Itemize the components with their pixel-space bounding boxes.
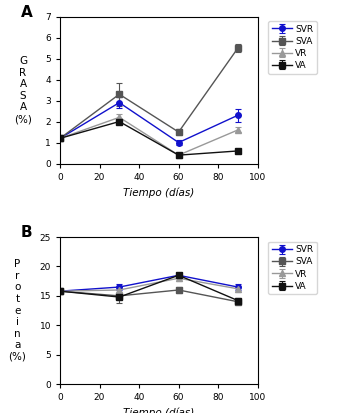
X-axis label: Tiempo (días): Tiempo (días) — [123, 187, 195, 198]
Y-axis label: P
r
o
t
e
i
n
a
(%): P r o t e i n a (%) — [8, 259, 26, 362]
Legend: SVR, SVA, VR, VA: SVR, SVA, VR, VA — [268, 21, 317, 74]
Text: A: A — [20, 5, 32, 20]
Legend: SVR, SVA, VR, VA: SVR, SVA, VR, VA — [268, 242, 317, 294]
Text: B: B — [20, 225, 32, 240]
X-axis label: Tiempo (días): Tiempo (días) — [123, 408, 195, 413]
Y-axis label: G
R
A
S
A
(%): G R A S A (%) — [14, 56, 32, 124]
